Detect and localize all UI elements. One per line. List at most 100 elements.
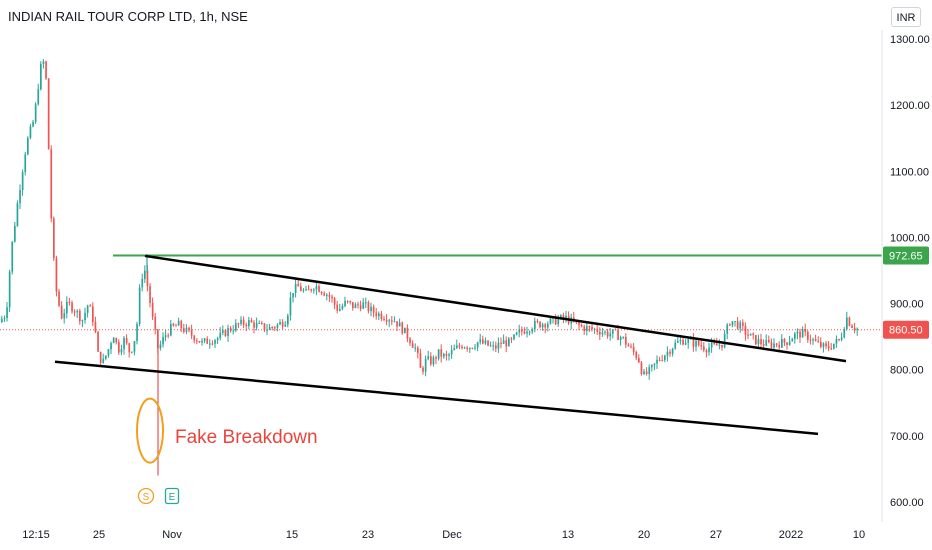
candle-body — [125, 338, 128, 344]
candle-body — [297, 283, 300, 287]
candle-body — [128, 343, 131, 353]
candle-body — [846, 317, 848, 329]
candle-body — [820, 342, 822, 347]
candle-body — [562, 315, 565, 319]
candle-body — [619, 337, 622, 341]
candle-body — [557, 318, 560, 325]
time-tick-label: 15 — [286, 529, 298, 541]
candle-body — [375, 312, 378, 317]
candle-body — [24, 154, 27, 173]
candle-body — [469, 347, 471, 349]
candle-body — [749, 333, 752, 336]
upper-trendline[interactable] — [144, 254, 847, 363]
candle-body — [398, 322, 401, 327]
candle-body — [370, 306, 372, 312]
candle-body — [752, 333, 755, 336]
candle-body — [60, 305, 63, 319]
lower-trendline[interactable] — [54, 360, 819, 436]
candle-body — [211, 343, 214, 345]
candle-body — [164, 335, 167, 337]
candle-body — [474, 347, 476, 349]
price-tick-label: 800.00 — [890, 365, 924, 377]
candle-body — [731, 321, 734, 326]
candle-body — [437, 349, 440, 359]
candle-body — [388, 320, 391, 322]
candle-body — [448, 354, 450, 356]
candle-body — [708, 347, 710, 353]
candle-body — [313, 289, 315, 291]
candle-body — [762, 344, 765, 346]
candle-body — [747, 334, 749, 336]
candle-body — [294, 283, 297, 293]
candle-body — [497, 342, 500, 349]
candle-body — [674, 342, 677, 349]
candle-body — [814, 339, 817, 341]
candle-body — [445, 354, 448, 356]
price-axis[interactable]: 600.00 700.00 800.00 900.00 1000.00 1100.00 12… — [890, 34, 930, 509]
candle-body — [645, 371, 648, 374]
trendlines[interactable] — [54, 254, 847, 436]
candle-body — [255, 323, 258, 328]
candle-body — [253, 322, 255, 328]
candle-body — [656, 359, 658, 364]
candle-body — [840, 337, 843, 340]
candle-body — [14, 225, 16, 242]
candle-body — [755, 335, 757, 345]
fake-breakdown-label[interactable]: Fake Breakdown — [175, 427, 318, 448]
candle-body — [648, 367, 651, 374]
candle-body — [768, 340, 770, 343]
currency-label[interactable]: INR — [891, 7, 921, 27]
candle-body — [380, 313, 383, 319]
candle-body — [235, 323, 237, 331]
candle-body — [406, 327, 409, 339]
split-marker[interactable]: S — [143, 492, 150, 503]
candle-body — [770, 342, 773, 348]
candle-body — [508, 338, 510, 347]
candle-body — [289, 297, 292, 316]
candle-body — [807, 331, 809, 340]
candle-body — [703, 346, 705, 351]
fake-breakdown-ellipse[interactable] — [136, 397, 164, 464]
candle-body — [94, 321, 97, 332]
price-tick-label: 1100.00 — [890, 166, 929, 178]
candle-body — [34, 104, 37, 122]
candle-body — [365, 302, 367, 304]
candle-body — [549, 318, 552, 324]
candle-body — [310, 289, 313, 291]
candle-body — [804, 329, 807, 332]
candle-body — [27, 137, 29, 155]
candle-body — [554, 316, 557, 325]
candle-body — [206, 338, 209, 344]
price-tick-label: 1000.00 — [890, 232, 930, 244]
candle-body — [268, 327, 271, 330]
candle-body — [170, 323, 172, 336]
last-price-badge — [883, 320, 929, 339]
candle-body — [838, 339, 840, 341]
candle-body — [346, 300, 349, 302]
candle-body — [302, 290, 305, 292]
time-axis[interactable]: 12:15 25 Nov 15 23 Dec 13 20 27 2022 10 — [22, 529, 865, 541]
candle-body — [307, 289, 310, 291]
candle-body — [856, 328, 859, 331]
candle-body — [248, 320, 250, 327]
time-tick-label: Dec — [442, 529, 462, 541]
candle-body — [456, 345, 458, 349]
earnings-marker[interactable]: E — [169, 492, 176, 503]
split-marker-shape — [137, 487, 155, 505]
price-tick-label: 700.00 — [890, 431, 924, 443]
candle-body — [229, 328, 232, 331]
candle-body — [583, 326, 586, 332]
candle-body — [729, 324, 731, 326]
time-tick-label: 13 — [562, 529, 574, 541]
candle-body — [271, 327, 274, 329]
candle-body — [502, 340, 505, 344]
candle-body — [209, 343, 211, 345]
candle-body — [830, 348, 833, 350]
candle-body — [653, 363, 656, 365]
candle-body — [510, 338, 513, 340]
candle-body — [320, 292, 323, 294]
candle-body — [664, 355, 666, 361]
candle-body — [417, 347, 419, 354]
